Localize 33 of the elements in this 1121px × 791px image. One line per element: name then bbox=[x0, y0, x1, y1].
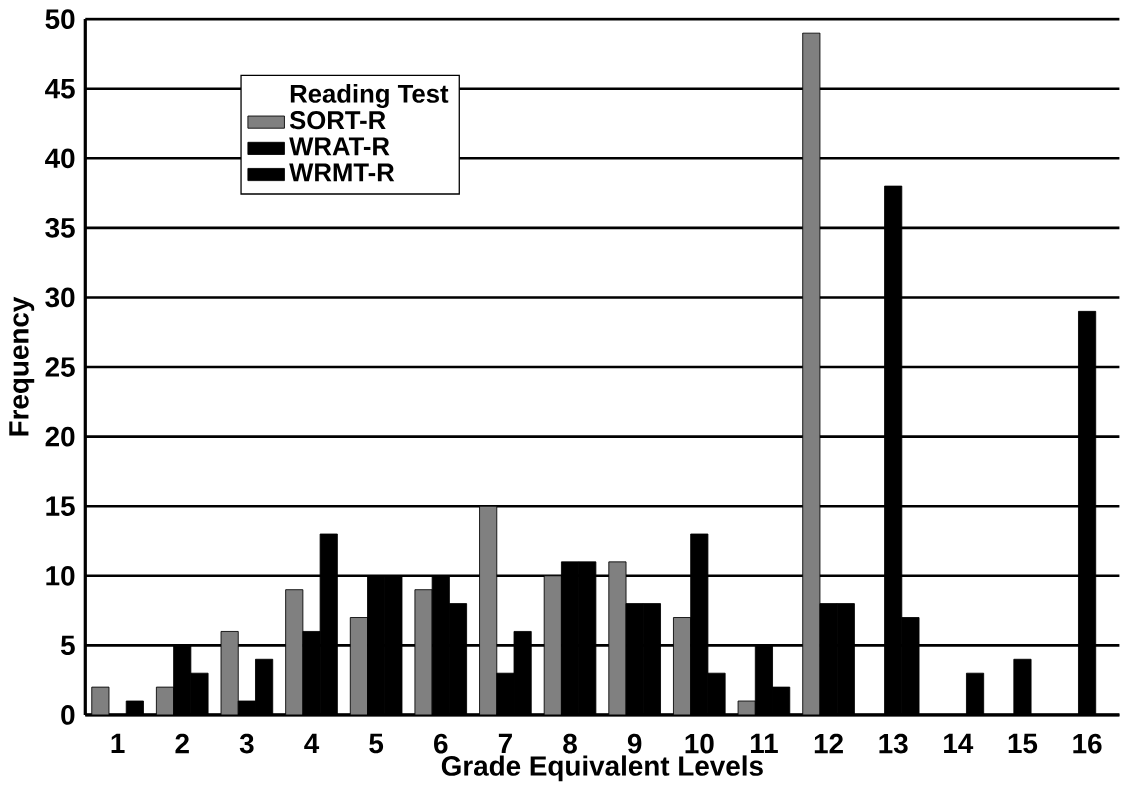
y-tick-label: 0 bbox=[61, 705, 75, 725]
legend-title: Reading Test bbox=[290, 84, 449, 109]
y-tick-label: 50 bbox=[45, 9, 75, 30]
x-tick-label: 8 bbox=[563, 733, 577, 754]
x-tick-label: 12 bbox=[814, 733, 843, 754]
x-tick-label: 10 bbox=[685, 733, 714, 754]
legend-label: WRAT-R bbox=[289, 137, 390, 156]
x-tick-label: 14 bbox=[944, 733, 974, 754]
x-tick-label: 6 bbox=[434, 733, 448, 754]
y-tick-label: 35 bbox=[45, 218, 75, 238]
x-tick-label: 16 bbox=[1073, 733, 1102, 754]
x-tick-label: 1 bbox=[111, 733, 125, 754]
x-tick-label: 3 bbox=[239, 733, 254, 754]
x-tick-label: 11 bbox=[750, 733, 778, 754]
y-tick-label: 30 bbox=[45, 287, 75, 308]
y-tick-label: 45 bbox=[45, 79, 75, 99]
x-tick-label: 15 bbox=[1008, 733, 1038, 754]
legend-label: SORT-R bbox=[289, 111, 386, 130]
x-axis-title: Grade Equivalent Levels bbox=[441, 755, 763, 782]
y-tick-label: 20 bbox=[45, 426, 75, 447]
y-axis-title: Frequency bbox=[9, 296, 35, 436]
y-tick-label: 25 bbox=[45, 357, 75, 378]
x-tick-label: 2 bbox=[175, 733, 189, 754]
y-tick-label: 40 bbox=[45, 148, 75, 169]
x-tick-label: 5 bbox=[369, 733, 384, 754]
y-tick-label: 15 bbox=[46, 496, 75, 517]
x-tick-label: 7 bbox=[498, 733, 512, 754]
x-tick-label: 9 bbox=[627, 733, 642, 754]
legend-label: WRMT-R bbox=[289, 163, 395, 182]
x-tick-label: 4 bbox=[304, 733, 320, 754]
y-tick-label: 10 bbox=[46, 566, 75, 586]
y-tick-label: 5 bbox=[60, 635, 75, 656]
x-tick-label: 13 bbox=[879, 733, 908, 754]
